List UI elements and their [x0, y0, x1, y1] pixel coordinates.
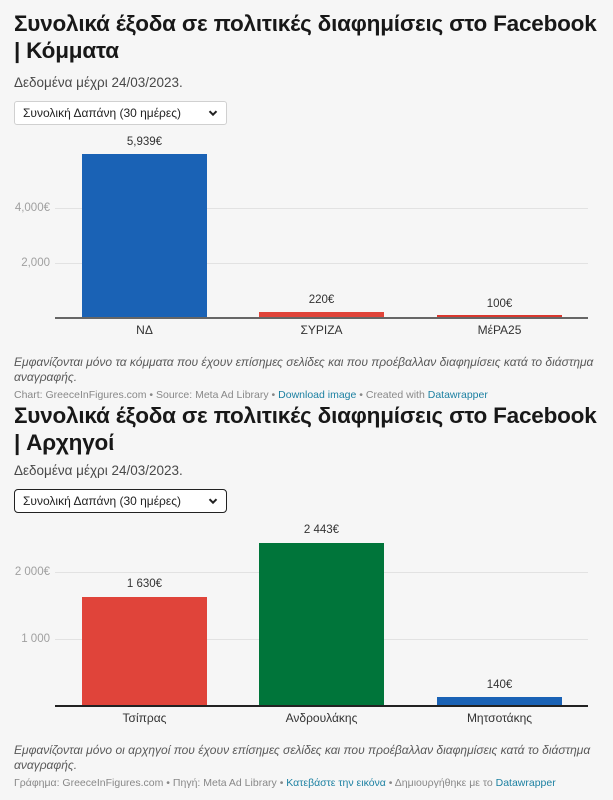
chevron-down-icon	[208, 498, 218, 505]
credits-created-with: • Created with	[356, 389, 428, 401]
dropdown-selected-value: Συνολική Δαπάνη (30 ημέρες)	[23, 494, 182, 508]
chart-2-title: Συνολικά έξοδα σε πολιτικές διαφημίσεις …	[14, 403, 597, 455]
bar-value-label: 220€	[308, 294, 335, 306]
dropdown-selected-value: Συνολική Δαπάνη (30 ημέρες)	[23, 106, 182, 120]
chevron-down-icon	[208, 110, 218, 117]
bar-value-label: 140€	[486, 679, 513, 691]
x-category-label: Μητσοτάκης	[466, 711, 533, 725]
chart-2-note: Εμφανίζονται μόνο οι αρχηγοί που έχουν ε…	[14, 743, 591, 772]
chart-2-metric-dropdown[interactable]: Συνολική Δαπάνη (30 ημέρες)	[14, 489, 227, 513]
chart-1-metric-dropdown[interactable]: Συνολική Δαπάνη (30 ημέρες)	[14, 101, 227, 125]
x-category-label: Τσίπρας	[122, 711, 167, 725]
datawrapper-link[interactable]: Datawrapper	[495, 777, 556, 789]
credits-created-with: • Δημιουργήθηκε με το	[385, 777, 496, 789]
download-image-link[interactable]: Κατεβάστε την εικόνα	[286, 777, 386, 789]
download-image-link[interactable]: Download image	[278, 389, 357, 401]
chart-2-credits: Γράφημα: GreeceInFigures.com • Πηγή: Met…	[14, 777, 556, 789]
y-tick-label: 4,000€	[14, 202, 50, 214]
chart-1-note: Εμφανίζονται μόνο τα κόμματα που έχουν ε…	[14, 355, 594, 384]
bar-value-label: 5,939€	[126, 136, 163, 148]
bar-value-label: 2 443€	[303, 524, 340, 536]
bar-mitsotakis	[437, 697, 562, 706]
x-category-label: ΜέΡΑ25	[477, 323, 522, 337]
x-category-label: ΝΔ	[136, 323, 153, 337]
x-category-label: ΣΥΡΙΖΑ	[300, 323, 343, 337]
x-axis-baseline	[55, 705, 588, 707]
gridline	[55, 208, 588, 209]
x-axis-baseline	[55, 317, 588, 319]
bar-value-label: 1 630€	[126, 578, 163, 590]
chart-1-description: Δεδομένα μέχρι 24/03/2023.	[14, 75, 183, 90]
gridline	[55, 263, 588, 264]
y-tick-label: 1 000	[21, 633, 50, 645]
y-tick-label: 2 000€	[14, 566, 50, 578]
bar-nd	[82, 154, 207, 318]
y-tick-label: 2,000	[21, 257, 50, 269]
credits-source: Γράφημα: GreeceInFigures.com • Πηγή: Met…	[14, 777, 287, 789]
chart-1-credits: Chart: GreeceInFigures.com • Source: Met…	[14, 389, 488, 401]
bar-syriza	[259, 312, 384, 318]
chart-1-title: Συνολικά έξοδα σε πολιτικές διαφημίσεις …	[14, 11, 597, 63]
datawrapper-link[interactable]: Datawrapper	[427, 389, 488, 401]
bar-androulakis	[259, 543, 384, 706]
bar-value-label: 100€	[486, 298, 513, 310]
bar-tsipras	[82, 597, 207, 706]
chart-2-description: Δεδομένα μέχρι 24/03/2023.	[14, 463, 183, 478]
x-category-label: Ανδρουλάκης	[285, 711, 358, 725]
credits-source: Chart: GreeceInFigures.com • Source: Met…	[14, 389, 279, 401]
bar-mera25	[437, 315, 562, 318]
